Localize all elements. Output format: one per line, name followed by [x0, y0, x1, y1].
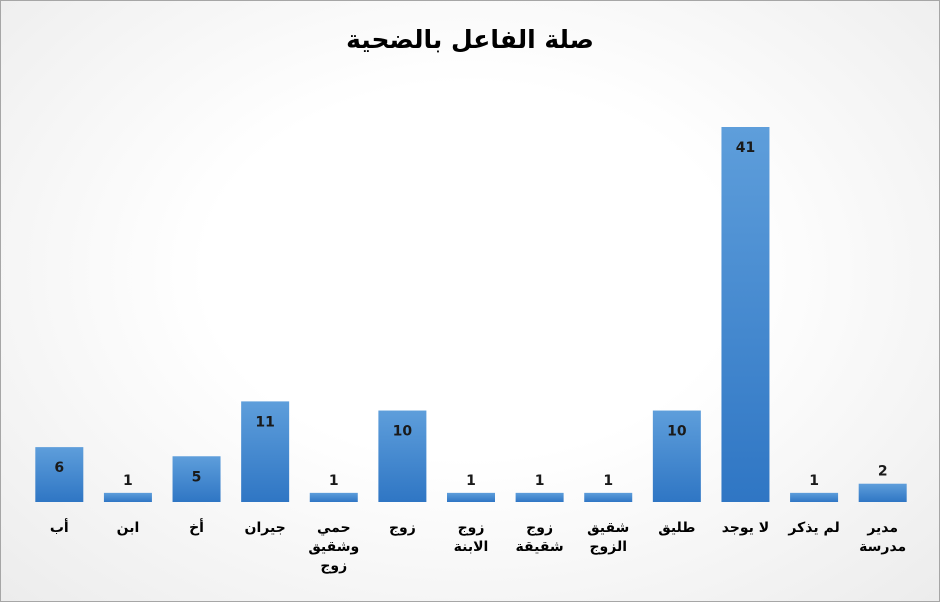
bar	[858, 483, 907, 502]
value-label: 1	[123, 473, 133, 489]
value-label: 1	[329, 473, 339, 489]
x-tick-label: مدير مدرسة	[859, 520, 907, 555]
x-tick-label: زوج	[388, 520, 416, 536]
bar	[378, 410, 427, 502]
x-tick-label: زوج الابنة	[453, 520, 489, 555]
value-label: 1	[603, 473, 613, 489]
x-tick-label: جيران	[244, 520, 286, 536]
value-label: 2	[878, 464, 888, 480]
x-tick-label: زوج شقيقة	[515, 520, 564, 555]
x-tick-label: أخ	[189, 520, 204, 536]
bar	[584, 492, 633, 502]
x-tick-label: شقيق الزوج	[587, 520, 630, 555]
x-tick-label: طليق	[658, 520, 696, 536]
x-tick-label: أب	[49, 520, 69, 536]
bar	[721, 127, 770, 502]
value-label: 1	[535, 473, 545, 489]
value-label: 10	[393, 424, 413, 440]
x-tick-label: لم يذكر	[788, 520, 840, 536]
value-label: 41	[736, 140, 755, 156]
value-label: 1	[809, 473, 819, 489]
bar	[35, 447, 84, 502]
bar	[172, 456, 221, 502]
value-label: 10	[667, 424, 687, 440]
value-label: 6	[54, 460, 64, 476]
value-label: 5	[192, 469, 202, 485]
bar	[103, 492, 152, 502]
x-tick-label: ابن	[116, 520, 140, 536]
value-label: 11	[255, 414, 274, 430]
bar	[241, 401, 290, 502]
bar	[515, 492, 564, 502]
bar	[309, 492, 358, 502]
x-tick-label: لا يوجد	[721, 520, 770, 536]
bar	[790, 492, 839, 502]
x-tick-label: حمي وشقيق زوج	[308, 520, 360, 574]
chart-title: صلة الفاعل بالضحية	[346, 25, 594, 54]
bar	[652, 410, 701, 502]
value-label: 1	[466, 473, 476, 489]
bar	[447, 492, 495, 502]
